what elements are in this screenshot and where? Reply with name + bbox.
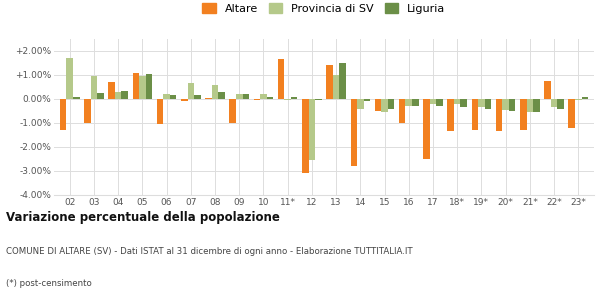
Bar [436, 99, 443, 106]
Bar [448, 99, 454, 131]
Text: COMUNE DI ALTARE (SV) - Dati ISTAT al 31 dicembre di ogni anno - Elaborazione TU: COMUNE DI ALTARE (SV) - Dati ISTAT al 31… [6, 248, 413, 256]
Bar [568, 99, 575, 128]
Bar [454, 99, 460, 104]
Bar [236, 94, 242, 99]
Bar [254, 99, 260, 100]
Bar [502, 99, 509, 110]
Bar [472, 99, 478, 130]
Bar [509, 99, 515, 111]
Bar [551, 99, 557, 107]
Bar [205, 98, 212, 99]
Bar [388, 99, 394, 109]
Bar [375, 99, 381, 111]
Bar [581, 97, 588, 99]
Bar [212, 85, 218, 99]
Bar [163, 94, 170, 99]
Bar [406, 99, 412, 106]
Bar [533, 99, 539, 112]
Bar [146, 74, 152, 99]
Bar [181, 99, 188, 101]
Bar [139, 76, 146, 99]
Bar [357, 99, 364, 109]
Bar [194, 95, 200, 99]
Bar [218, 92, 225, 99]
Bar [412, 99, 419, 106]
Bar [67, 58, 73, 99]
Bar [350, 99, 357, 166]
Text: Variazione percentuale della popolazione: Variazione percentuale della popolazione [6, 212, 280, 224]
Bar [157, 99, 163, 124]
Bar [242, 94, 249, 99]
Bar [485, 99, 491, 109]
Bar [133, 73, 139, 99]
Bar [399, 99, 406, 123]
Bar [544, 81, 551, 99]
Bar [364, 99, 370, 101]
Bar [333, 75, 340, 99]
Bar [267, 97, 273, 99]
Bar [115, 92, 121, 99]
Bar [84, 99, 91, 123]
Bar [97, 93, 104, 99]
Bar [340, 63, 346, 99]
Bar [73, 97, 80, 99]
Bar [423, 99, 430, 159]
Bar [308, 99, 315, 160]
Bar [302, 99, 308, 173]
Bar [460, 99, 467, 107]
Bar [109, 82, 115, 99]
Bar [496, 99, 502, 131]
Bar [278, 59, 284, 99]
Bar [381, 99, 388, 112]
Bar [188, 83, 194, 99]
Bar [284, 99, 291, 100]
Bar [170, 95, 176, 99]
Bar [291, 97, 298, 99]
Bar [326, 65, 333, 99]
Text: (*) post-censimento: (*) post-censimento [6, 279, 92, 288]
Bar [260, 94, 267, 99]
Bar [478, 99, 485, 107]
Bar [91, 76, 97, 99]
Bar [60, 99, 67, 130]
Bar [430, 99, 436, 104]
Legend: Altare, Provincia di SV, Liguria: Altare, Provincia di SV, Liguria [200, 1, 448, 16]
Bar [575, 99, 581, 100]
Bar [527, 99, 533, 112]
Bar [315, 99, 322, 100]
Bar [121, 91, 128, 99]
Bar [520, 99, 527, 130]
Bar [557, 99, 564, 109]
Bar [229, 99, 236, 123]
